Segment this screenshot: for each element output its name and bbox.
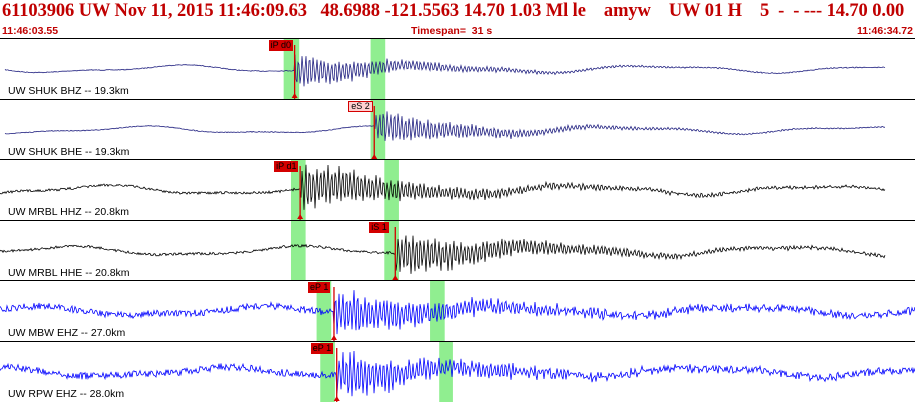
phase-pick-label[interactable]: iP d0 [268,40,293,51]
event-title: 61103906 UW Nov 11, 2015 11:46:09.63 48.… [2,1,905,21]
channel-label: UW RPW EHZ -- 28.0km [8,387,125,400]
trace-plot [0,160,886,220]
phase-pick-label[interactable]: eP 1 [307,282,331,293]
trace-panel[interactable]: eP 1 UW RPW EHZ -- 28.0km [0,340,915,402]
pick-triangle-icon [291,93,298,98]
time-window [283,39,300,99]
time-window [316,281,332,341]
trace-plot [0,341,915,402]
waveform-trace [0,350,915,396]
trace-plot [0,281,915,341]
time-window [439,341,453,402]
channel-label: UW MBW EHZ -- 27.0km [8,327,126,339]
pick-triangle-icon [371,153,378,159]
waveform-trace [4,54,886,87]
trace-panel[interactable]: iP d0 UW SHUK BHZ -- 19.3km [0,38,915,99]
time-window [370,99,386,160]
waveform-trace [0,290,915,335]
time-window [430,281,445,341]
time-window [370,39,386,99]
channel-label: UW SHUK BHE -- 19.3km [8,145,130,158]
trace-plot [4,99,886,160]
pick-triangle-icon [297,214,304,219]
time-window [290,220,306,281]
waveform-trace [0,234,886,274]
phase-pick-label[interactable]: iP d1 [274,161,299,172]
channel-label: UW MRBL HHE -- 20.8km [8,266,130,279]
phase-pick-label[interactable]: eP 1 [310,342,334,354]
channel-label: UW SHUK BHZ -- 19.3km [8,85,129,97]
trace-panel[interactable]: iP d1 UW MRBL HHZ -- 20.8km [0,159,915,220]
pick-triangle-icon [330,335,337,340]
start-time: 11:46:03.55 [2,25,59,37]
trace-panel[interactable]: eP 1 UW MBW EHZ -- 27.0km [0,280,915,341]
trace-plot [0,220,886,281]
end-time: 11:46:34.72 [856,25,913,37]
event-header: 61103906 UW Nov 11, 2015 11:46:09.63 48.… [0,0,915,38]
phase-pick-label[interactable]: iS 1 [369,221,389,233]
trace-panel[interactable]: iS 1 UW MRBL HHE -- 20.8km [0,219,915,281]
channel-label: UW MRBL HHZ -- 20.8km [8,206,129,218]
trace-plot [4,39,886,99]
phase-pick-label[interactable]: eS 2 [348,100,373,112]
time-window [320,341,335,402]
seismogram-panels: iP d0 UW SHUK BHZ -- 19.3km eS 2 UW SHUK BH… [0,38,915,402]
trace-panel[interactable]: eS 2 UW SHUK BHE -- 19.3km [0,98,915,160]
waveform-trace [4,110,886,141]
timespan: Timespan= 31 s [411,25,493,37]
pick-triangle-icon [333,395,340,401]
pick-triangle-icon [392,274,399,280]
waveform-trace [0,164,886,210]
